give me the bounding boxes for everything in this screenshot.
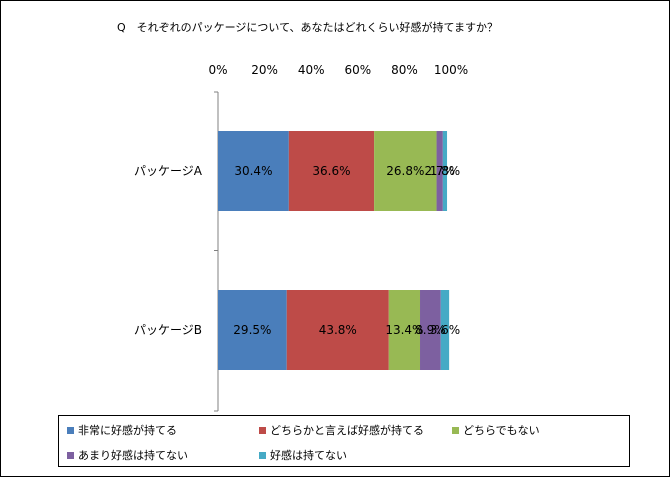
data-label: 2.7% <box>424 164 455 178</box>
legend-item: どちらかと言えば好感が持てる <box>259 422 424 438</box>
legend: 非常に好感が持てる どちらかと言えば好感が持てる どちらでもないあまり好感は持てない… <box>58 415 630 467</box>
bar-segment <box>440 290 450 370</box>
legend-label: どちらかと言えば好感が持てる <box>270 424 424 437</box>
bar-segment <box>388 290 421 370</box>
legend-swatch <box>259 451 266 459</box>
legend-label: あまり好感は持てない <box>78 449 188 462</box>
x-tick-label: 100% <box>434 63 468 77</box>
data-label: 1.8% <box>430 164 461 178</box>
x-tick-label: 40% <box>298 63 325 77</box>
legend-item: どちらでもない <box>452 422 540 438</box>
legend-label: 非常に好感が持てる <box>78 424 177 437</box>
data-label: 36.6% <box>312 164 350 178</box>
legend-item: あまり好感は持てない <box>67 447 188 463</box>
legend-swatch <box>259 426 266 434</box>
legend-item: 好感は持てない <box>259 447 347 463</box>
x-tick-label: 0% <box>208 63 227 77</box>
bar-segment <box>420 290 441 370</box>
legend-swatch <box>67 451 74 459</box>
data-label: 3.6% <box>430 323 461 337</box>
x-tick-label: 60% <box>344 63 371 77</box>
bar-segment <box>218 290 287 370</box>
bar-segment <box>442 131 448 211</box>
legend-swatch <box>67 426 74 434</box>
legend-swatch <box>452 426 459 434</box>
chart-title: Q それぞれのパッケージについて、あなたはどれくらい好感が持てますか？ <box>117 21 499 34</box>
data-label: 30.4% <box>234 164 272 178</box>
category-label: パッケージA <box>134 164 203 178</box>
data-label: 13.4% <box>385 323 423 337</box>
bar-segment <box>286 290 389 370</box>
legend-label: どちらでもない <box>463 424 540 437</box>
bar-segment <box>374 131 437 211</box>
x-tick-label: 80% <box>391 63 418 77</box>
bar-segment <box>218 131 289 211</box>
x-tick-label: 20% <box>251 63 278 77</box>
data-label: 43.8% <box>319 323 357 337</box>
bar-segment <box>436 131 443 211</box>
legend-item: 非常に好感が持てる <box>67 422 177 438</box>
bar-segment <box>288 131 375 211</box>
category-label: パッケージB <box>134 323 202 337</box>
legend-label: 好感は持てない <box>270 449 347 462</box>
data-label: 26.8% <box>386 164 424 178</box>
data-label: 29.5% <box>233 323 271 337</box>
data-label: 8.9% <box>415 323 446 337</box>
